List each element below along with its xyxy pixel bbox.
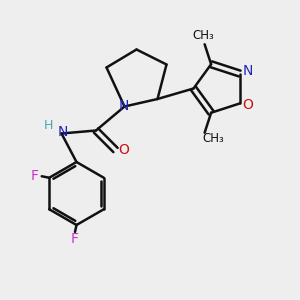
Text: O: O — [243, 98, 254, 112]
Text: H: H — [44, 118, 54, 132]
Text: F: F — [30, 169, 38, 183]
Text: N: N — [243, 64, 253, 78]
Text: CH₃: CH₃ — [192, 29, 214, 42]
Text: CH₃: CH₃ — [203, 132, 224, 145]
Text: N: N — [58, 125, 68, 139]
Text: O: O — [118, 143, 129, 157]
Text: N: N — [119, 99, 129, 113]
Text: F: F — [71, 232, 79, 246]
